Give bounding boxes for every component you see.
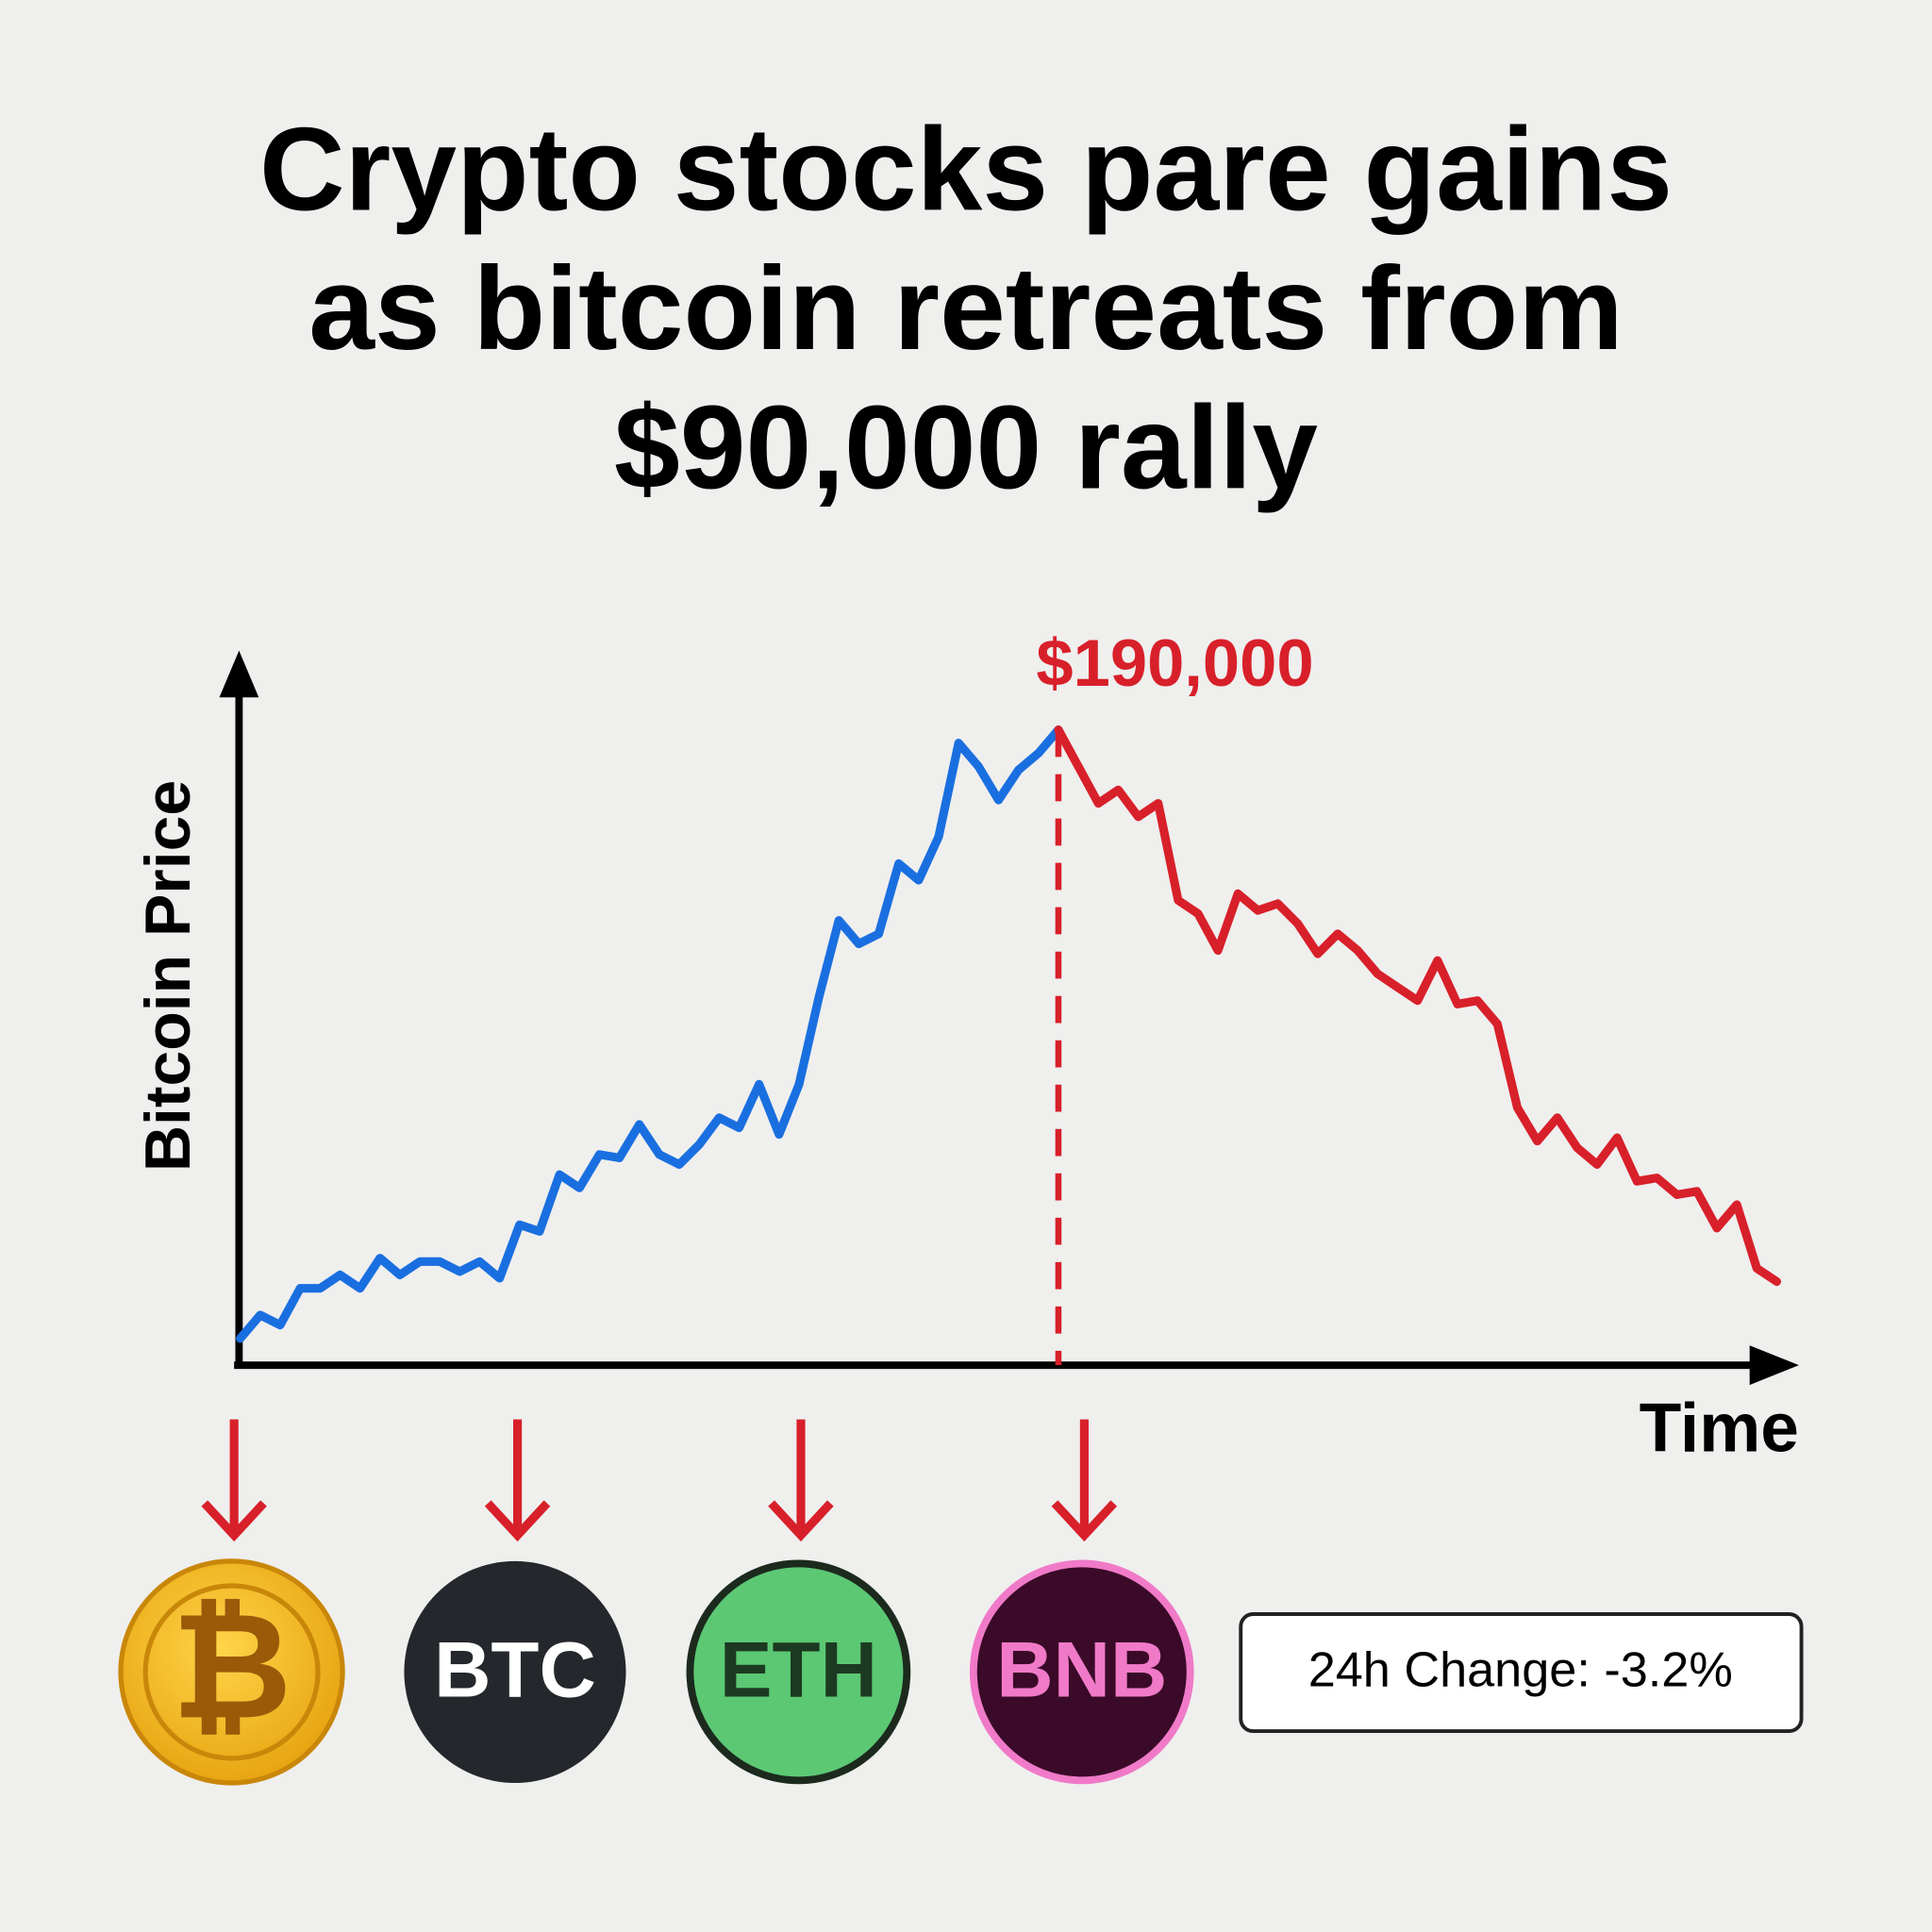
coin-symbol: ₿ [172,1584,292,1749]
coin-ring [142,1583,321,1761]
arrow [1051,1419,1118,1542]
peak-label: $190,000 [1036,625,1313,700]
x-axis-label: Time [1640,1390,1799,1466]
arrow [484,1419,551,1542]
y-axis-label: Bitcoin Price [133,780,204,1172]
arrow [201,1419,267,1542]
arrows [201,1419,1118,1542]
badge-text: 24h Change: -3.2% [1308,1643,1733,1698]
title-line: $90,000 rally [614,381,1318,514]
title-line: Crypto stocks pare gains [259,103,1673,236]
price-line [236,725,1063,1343]
coin-btc [404,1560,626,1783]
price-line [1054,725,1781,1287]
coin-bnb [969,1559,1194,1785]
coin-label: BNB [996,1624,1167,1713]
x-axis-arrow [1749,1345,1799,1386]
y-axis-arrow [219,650,259,698]
badge [1239,1612,1804,1734]
title-line: as bitcoin retreats from [308,242,1623,375]
coin-label: ETH [720,1624,877,1713]
coin-bitcoin [118,1558,345,1786]
arrow [768,1419,834,1542]
coin-eth [686,1559,911,1785]
coin-label: BTC [434,1624,596,1713]
